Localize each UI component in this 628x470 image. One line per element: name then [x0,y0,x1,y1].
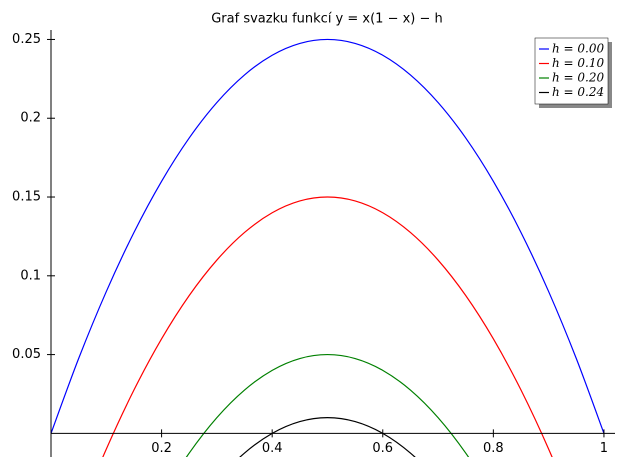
legend-label: h = 0.00 [552,42,604,56]
x-tick-label: 1 [600,441,608,456]
x-tick-label: 0.8 [483,441,504,456]
line-series [185,353,470,457]
y-tick-label: 0.25 [12,32,41,47]
x-tick-label: 0.6 [372,441,393,456]
legend: h = 0.00h = 0.10h = 0.20h = 0.24 [534,37,612,108]
y-tick-label: 0.15 [12,190,41,205]
y-tick-label: 0.05 [12,347,41,362]
legend-label: h = 0.24 [552,85,604,99]
legend-label: h = 0.20 [552,71,604,85]
line-series [50,38,605,434]
plot-area [50,38,605,457]
y-tick-label: 0.1 [20,268,41,283]
x-tick-label: 0.4 [262,441,283,456]
chart-title: Graf svazku funkcí y = x(1 − x) − h [211,12,443,27]
y-tick-label: 0.2 [20,111,41,126]
line-series [239,417,416,457]
legend-label: h = 0.10 [552,56,604,70]
x-tick-label: 0.2 [151,441,172,456]
axes: 0.2 0.4 0.6 0.8 1 0.05 0.1 0.15 0.2 0.25 [12,30,615,457]
line-series [102,196,553,457]
